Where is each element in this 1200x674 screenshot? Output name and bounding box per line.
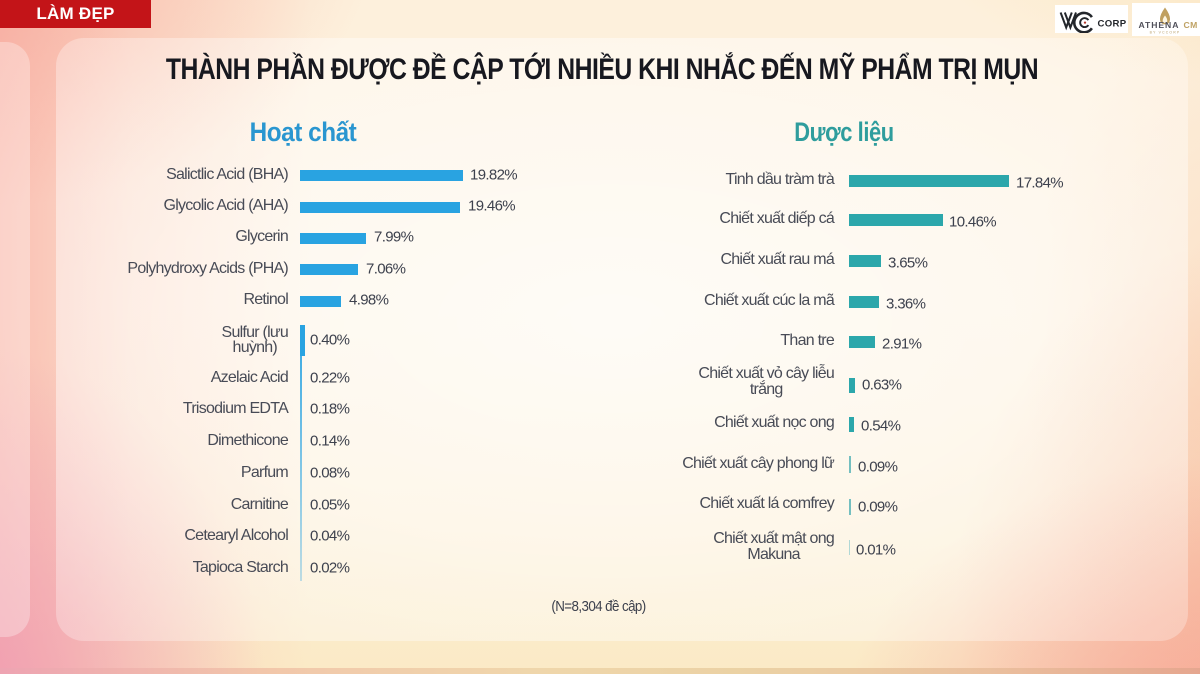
- svg-text:CM: CM: [1184, 20, 1198, 30]
- svg-text:ATHENA: ATHENA: [1139, 20, 1180, 30]
- svg-text:CORP: CORP: [1098, 19, 1127, 30]
- svg-text:BY VCCORP: BY VCCORP: [1150, 31, 1181, 35]
